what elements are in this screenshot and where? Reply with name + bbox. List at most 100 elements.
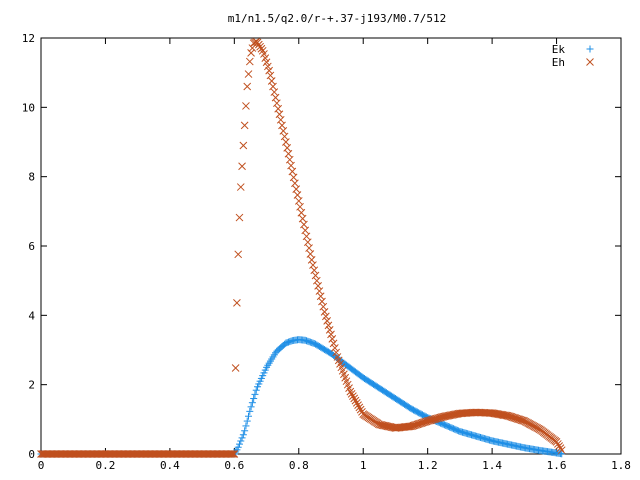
legend-symbol-eh — [586, 58, 594, 66]
series-eh — [37, 37, 566, 458]
data-point-eh — [226, 450, 235, 458]
x-tick-label: 1.6 — [547, 459, 567, 472]
data-point-ek — [250, 395, 258, 403]
data-point-eh — [289, 173, 298, 182]
data-point-ek — [234, 443, 242, 451]
data-point-eh — [352, 399, 361, 407]
data-point-eh — [303, 238, 312, 247]
data-point-eh — [282, 138, 290, 146]
data-point-eh — [306, 250, 315, 258]
data-point-eh — [356, 405, 365, 414]
data-point-eh — [552, 438, 561, 446]
data-point-eh — [287, 161, 295, 170]
data-point-eh — [263, 62, 272, 71]
data-point-eh — [331, 344, 339, 352]
data-point-eh — [238, 162, 246, 171]
data-point-eh — [239, 141, 248, 150]
data-point-ek — [235, 440, 243, 448]
data-point-eh — [294, 197, 303, 205]
data-point-eh — [319, 302, 328, 311]
data-point-eh — [256, 42, 264, 51]
x-tick-label: 1 — [360, 459, 367, 472]
data-point-eh — [298, 214, 307, 223]
data-point-ek — [238, 434, 246, 442]
data-point-ek — [237, 437, 245, 445]
data-point-ek — [241, 427, 249, 435]
data-point-eh — [332, 348, 341, 357]
data-point-eh — [302, 232, 311, 241]
y-tick-label: 12 — [22, 32, 35, 45]
data-point-eh — [242, 102, 250, 110]
data-point-eh — [292, 185, 301, 194]
data-point-eh — [347, 389, 356, 398]
data-point-eh — [314, 282, 322, 290]
x-tick-label: 0.2 — [96, 459, 116, 472]
data-point-eh — [245, 57, 254, 66]
data-point-eh — [325, 326, 334, 334]
data-point-ek — [247, 403, 255, 411]
data-point-eh — [257, 44, 266, 53]
data-point-eh — [265, 66, 273, 75]
x-tick-label: 0.6 — [224, 459, 244, 472]
data-point-ek — [252, 386, 260, 394]
legend: Ek Eh — [552, 43, 594, 69]
data-point-ek — [242, 422, 250, 430]
data-point-eh — [350, 394, 359, 403]
data-point-eh — [293, 191, 302, 199]
data-point-ek — [558, 450, 566, 458]
legend-marker-ek — [586, 45, 594, 53]
data-point-eh — [354, 401, 362, 409]
data-point-eh — [346, 387, 355, 396]
data-point-eh — [283, 144, 292, 152]
data-point-eh — [553, 440, 562, 448]
x-tick-label: 1.8 — [611, 459, 631, 472]
data-point-eh — [351, 396, 360, 405]
data-point-eh — [315, 287, 324, 295]
data-point-eh — [300, 220, 308, 229]
data-point-eh — [519, 416, 527, 425]
legend-symbol-ek — [586, 45, 594, 53]
data-point-eh — [312, 276, 321, 285]
data-point-eh — [231, 364, 240, 372]
y-tick-label: 10 — [22, 101, 35, 114]
x-axis: 0 0.2 0.4 0.6 0.8 1 1.2 1.4 1.6 1.8 — [38, 38, 631, 472]
y-tick-label: 6 — [28, 240, 35, 253]
data-point-eh — [261, 54, 270, 62]
data-point-eh — [355, 403, 364, 412]
data-point-eh — [254, 40, 263, 49]
data-point-eh — [296, 202, 304, 211]
data-point-eh — [310, 266, 319, 275]
data-point-eh — [233, 298, 241, 307]
data-point-ek — [248, 399, 256, 407]
series-layer — [37, 37, 566, 458]
data-point-eh — [301, 226, 310, 235]
data-point-eh — [324, 321, 333, 330]
data-point-eh — [234, 250, 243, 259]
data-point-eh — [309, 261, 317, 269]
data-point-eh — [328, 335, 337, 343]
data-point-eh — [240, 121, 249, 130]
data-point-eh — [557, 446, 566, 455]
data-point-eh — [323, 317, 331, 325]
data-point-eh — [229, 450, 237, 458]
data-point-eh — [230, 450, 239, 458]
data-point-eh — [244, 70, 253, 78]
data-point-eh — [262, 58, 271, 67]
x-tick-label: 0.8 — [289, 459, 309, 472]
data-point-eh — [320, 308, 329, 316]
data-point-ek — [251, 390, 259, 398]
y-tick-label: 8 — [28, 171, 35, 184]
data-point-eh — [321, 312, 330, 321]
data-point-eh — [349, 392, 357, 400]
data-point-eh — [288, 167, 297, 176]
x-tick-label: 1.4 — [482, 459, 502, 472]
data-point-eh — [236, 183, 245, 191]
data-point-eh — [253, 38, 262, 47]
x-tick-label: 1.2 — [418, 459, 438, 472]
data-point-eh — [555, 442, 563, 450]
data-point-eh — [329, 339, 338, 348]
data-point-eh — [285, 155, 294, 164]
x-tick-label: 0 — [38, 459, 45, 472]
